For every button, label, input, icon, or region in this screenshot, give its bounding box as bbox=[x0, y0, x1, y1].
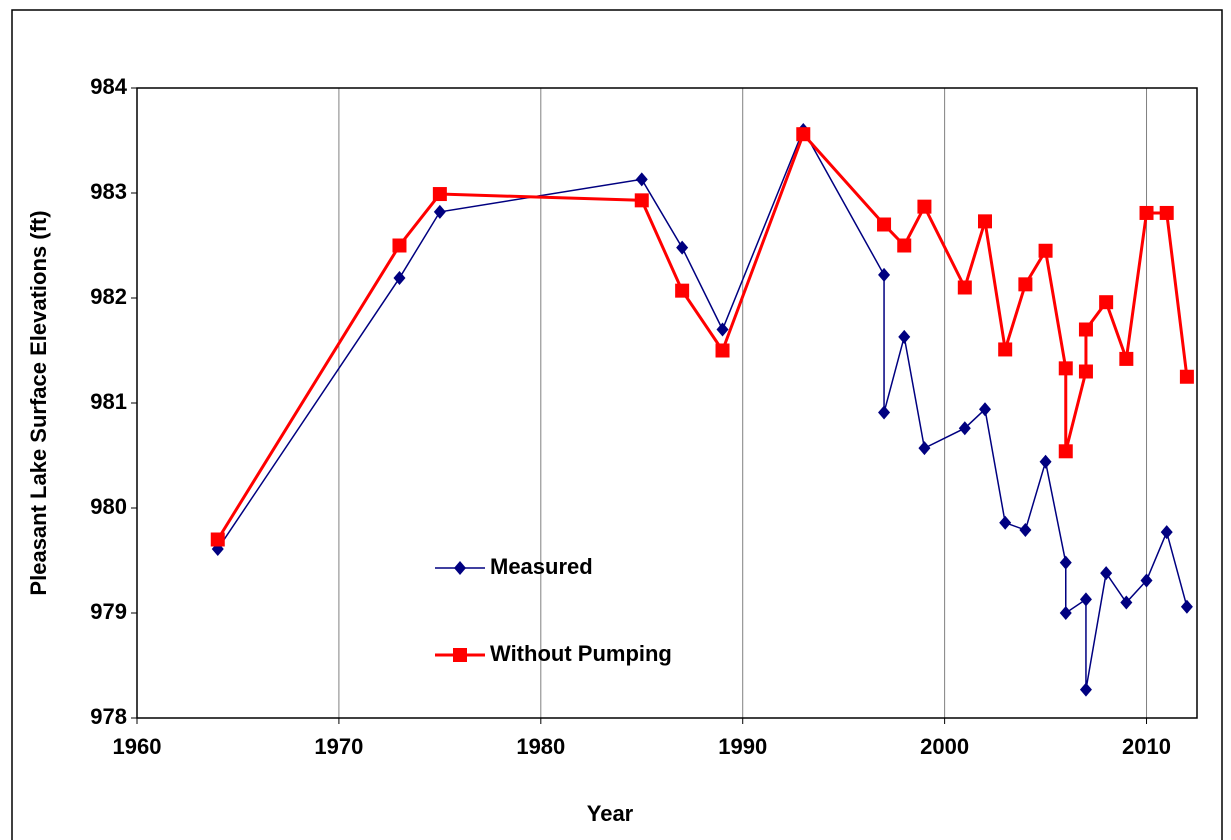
data-point bbox=[1019, 523, 1032, 538]
data-point bbox=[1058, 444, 1073, 459]
data-point bbox=[958, 421, 971, 436]
data-point bbox=[878, 405, 891, 420]
data-point bbox=[897, 238, 912, 253]
data-point bbox=[917, 199, 932, 214]
data-point bbox=[635, 172, 648, 187]
data-point bbox=[918, 441, 931, 456]
data-point bbox=[1159, 205, 1174, 220]
x-tick-label: 2000 bbox=[920, 734, 969, 759]
x-tick-label: 1980 bbox=[516, 734, 565, 759]
plot-border bbox=[136, 87, 1198, 719]
data-point bbox=[978, 214, 992, 229]
data-point bbox=[999, 515, 1012, 530]
data-point bbox=[1079, 682, 1092, 697]
data-point bbox=[210, 532, 225, 547]
data-point bbox=[675, 283, 690, 298]
data-point bbox=[957, 280, 972, 295]
data-point bbox=[878, 267, 891, 282]
y-tick-label: 978 bbox=[90, 704, 127, 729]
y-tick-label: 983 bbox=[90, 179, 127, 204]
data-point bbox=[1078, 364, 1093, 379]
data-point bbox=[1180, 599, 1193, 614]
data-point bbox=[1059, 606, 1072, 620]
x-tick-label: 1970 bbox=[314, 734, 363, 759]
data-point bbox=[1058, 361, 1073, 376]
data-point bbox=[998, 342, 1013, 357]
data-point bbox=[1038, 243, 1053, 258]
data-point bbox=[676, 240, 689, 255]
y-tick-label: 982 bbox=[90, 284, 127, 309]
y-tick-label: 984 bbox=[90, 74, 127, 99]
data-point bbox=[1140, 573, 1153, 588]
data-point bbox=[1079, 592, 1092, 607]
data-point bbox=[433, 204, 446, 219]
legend-marker bbox=[454, 561, 466, 575]
y-tick-label: 981 bbox=[90, 389, 127, 414]
legend-marker bbox=[453, 648, 467, 662]
data-point bbox=[1120, 595, 1133, 610]
data-point bbox=[1139, 205, 1154, 220]
legend-label: Measured bbox=[490, 554, 593, 579]
data-point bbox=[634, 193, 649, 208]
data-point bbox=[1039, 454, 1052, 469]
x-tick-label: 2010 bbox=[1122, 734, 1171, 759]
y-axis-label: Pleasant Lake Surface Elevations (ft) bbox=[26, 210, 51, 595]
y-tick-label: 979 bbox=[90, 599, 127, 624]
x-tick-label: 1960 bbox=[113, 734, 162, 759]
x-tick-label: 1990 bbox=[718, 734, 767, 759]
data-point bbox=[1078, 322, 1093, 337]
data-point bbox=[877, 217, 892, 232]
data-point bbox=[1100, 566, 1113, 581]
legend-label: Without Pumping bbox=[490, 641, 672, 666]
data-point bbox=[1160, 525, 1173, 540]
data-point bbox=[392, 238, 407, 253]
series-line bbox=[216, 131, 1189, 541]
data-point bbox=[1018, 277, 1033, 292]
plot-area bbox=[137, 88, 1197, 718]
data-point bbox=[393, 271, 406, 286]
data-point bbox=[432, 187, 447, 202]
data-point bbox=[898, 329, 911, 344]
data-point bbox=[715, 343, 730, 358]
x-axis-label: Year bbox=[587, 801, 634, 826]
data-point bbox=[1119, 351, 1134, 366]
data-point bbox=[1179, 369, 1194, 384]
data-point bbox=[1099, 295, 1114, 310]
data-point bbox=[1059, 555, 1072, 570]
data-point bbox=[979, 402, 991, 417]
y-tick-label: 980 bbox=[90, 494, 127, 519]
data-point bbox=[796, 127, 811, 142]
data-point bbox=[716, 322, 729, 337]
